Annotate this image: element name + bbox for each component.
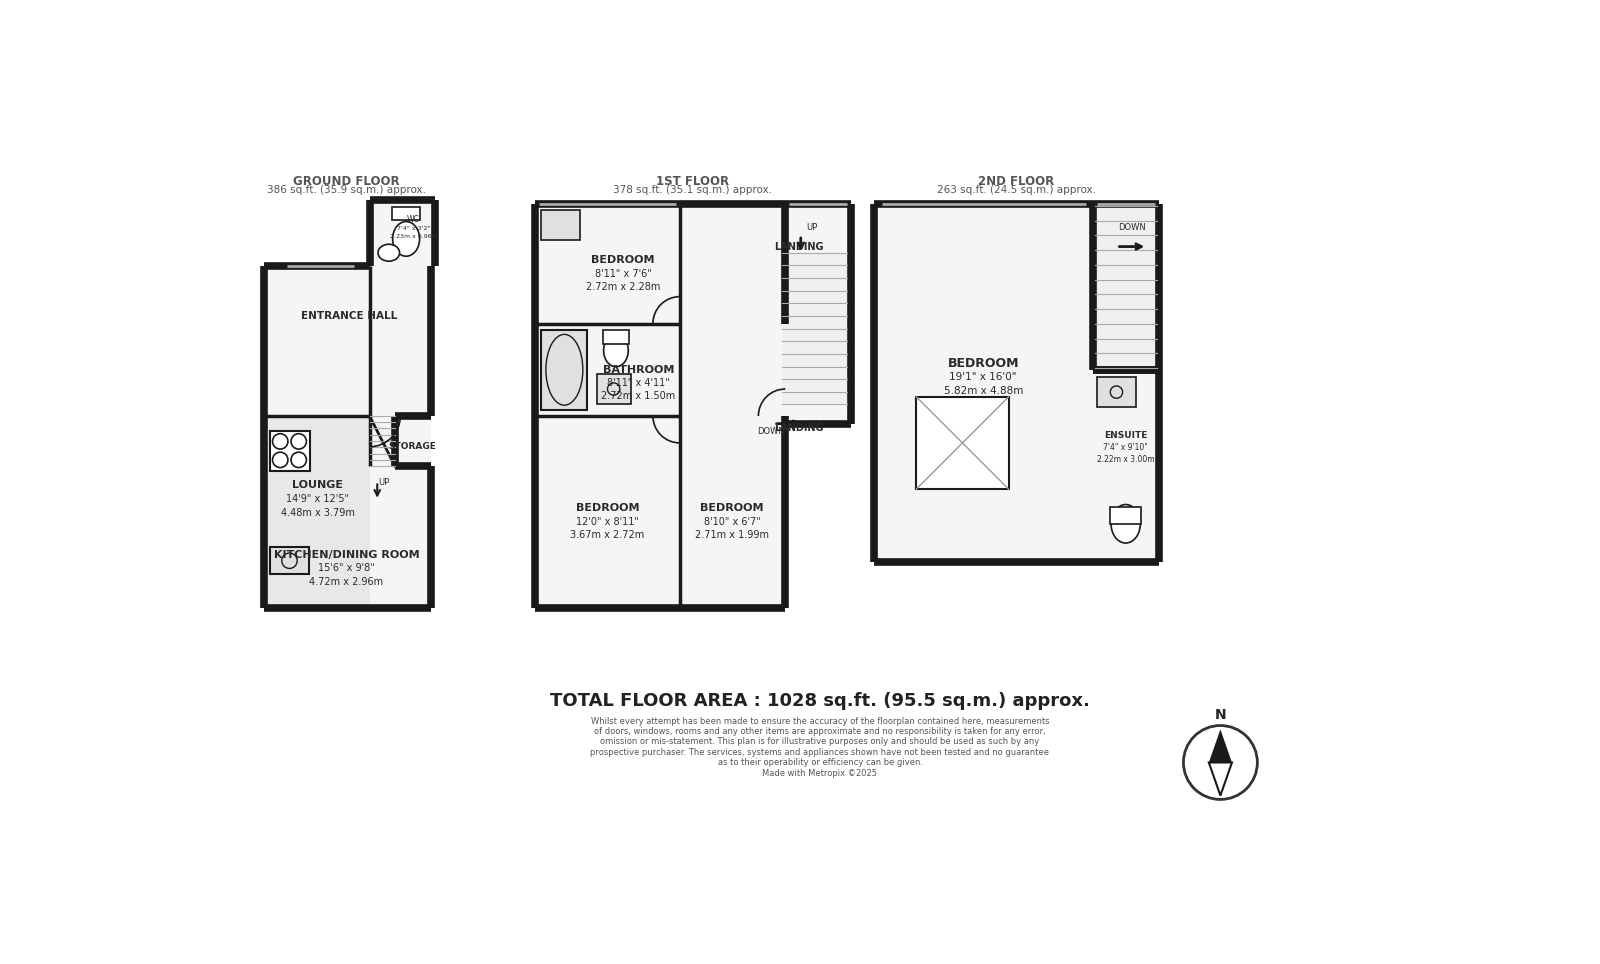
Ellipse shape bbox=[1110, 504, 1141, 543]
Text: DOWN: DOWN bbox=[1118, 223, 1146, 231]
Bar bbox=[1110, 507, 1141, 523]
Bar bbox=[917, 397, 1008, 489]
Bar bbox=[781, 253, 846, 405]
Text: 7'4" x 9'10": 7'4" x 9'10" bbox=[1104, 443, 1149, 452]
Bar bbox=[597, 374, 632, 405]
Polygon shape bbox=[1210, 730, 1232, 763]
Text: 8'11" x 7'6": 8'11" x 7'6" bbox=[595, 269, 651, 279]
Text: 378 sq.ft. (35.1 sq.m.) approx.: 378 sq.ft. (35.1 sq.m.) approx. bbox=[613, 185, 773, 196]
Text: 19'1" x 16'0": 19'1" x 16'0" bbox=[949, 372, 1018, 383]
Bar bbox=[1093, 370, 1158, 562]
Text: LANDING: LANDING bbox=[774, 422, 824, 433]
Text: LANDING: LANDING bbox=[774, 242, 824, 252]
Bar bbox=[1098, 378, 1136, 407]
Text: 5.82m x 4.88m: 5.82m x 4.88m bbox=[944, 387, 1022, 396]
Text: ENTRANCE HALL: ENTRANCE HALL bbox=[301, 310, 397, 321]
Text: 4.48m x 3.79m: 4.48m x 3.79m bbox=[282, 508, 355, 518]
Bar bbox=[264, 266, 430, 608]
Polygon shape bbox=[1210, 763, 1232, 795]
Text: UP: UP bbox=[806, 223, 818, 231]
Text: 2.72m x 2.28m: 2.72m x 2.28m bbox=[586, 281, 661, 292]
Text: GROUND FLOOR: GROUND FLOOR bbox=[293, 174, 400, 188]
Bar bbox=[874, 204, 1093, 562]
Text: 2.23m x 0.96m: 2.23m x 0.96m bbox=[389, 234, 437, 239]
Text: TOTAL FLOOR AREA : 1028 sq.ft. (95.5 sq.m.) approx.: TOTAL FLOOR AREA : 1028 sq.ft. (95.5 sq.… bbox=[550, 692, 1090, 710]
Text: 3.67m x 2.72m: 3.67m x 2.72m bbox=[570, 530, 645, 541]
Bar bbox=[534, 204, 786, 608]
Bar bbox=[786, 204, 851, 424]
Text: 2ND FLOOR: 2ND FLOOR bbox=[978, 174, 1054, 188]
Text: N: N bbox=[1214, 708, 1226, 722]
Text: LOUNGE: LOUNGE bbox=[293, 480, 344, 491]
Bar bbox=[541, 330, 587, 410]
Text: 15'6" x 9'8": 15'6" x 9'8" bbox=[318, 563, 374, 574]
Bar bbox=[917, 397, 1008, 489]
Text: 386 sq.ft. (35.9 sq.m.) approx.: 386 sq.ft. (35.9 sq.m.) approx. bbox=[267, 185, 426, 196]
Text: WC: WC bbox=[406, 215, 419, 224]
Text: 14'9" x 12'5": 14'9" x 12'5" bbox=[286, 495, 349, 504]
Bar bbox=[1093, 204, 1158, 370]
Bar bbox=[370, 201, 435, 266]
Text: 263 sq.ft. (24.5 sq.m.) approx.: 263 sq.ft. (24.5 sq.m.) approx. bbox=[938, 185, 1096, 196]
Bar bbox=[264, 417, 370, 608]
Text: 7'4" x 3'2": 7'4" x 3'2" bbox=[397, 226, 430, 230]
Bar bbox=[603, 330, 629, 343]
Text: 2.72m x 1.50m: 2.72m x 1.50m bbox=[602, 391, 675, 401]
Text: ENSUITE: ENSUITE bbox=[1104, 431, 1147, 440]
Text: BEDROOM: BEDROOM bbox=[576, 503, 640, 514]
Bar bbox=[270, 431, 310, 471]
Text: 1ST FLOOR: 1ST FLOOR bbox=[656, 174, 730, 188]
Bar bbox=[541, 330, 587, 410]
Text: KITCHEN/DINING ROOM: KITCHEN/DINING ROOM bbox=[274, 549, 419, 559]
Bar bbox=[541, 210, 579, 240]
Text: 4.72m x 2.96m: 4.72m x 2.96m bbox=[309, 577, 384, 587]
Text: BEDROOM: BEDROOM bbox=[947, 357, 1019, 370]
Text: 8'10" x 6'7": 8'10" x 6'7" bbox=[704, 518, 760, 527]
Text: UP: UP bbox=[378, 478, 389, 488]
Text: 8'11" x 4'11": 8'11" x 4'11" bbox=[606, 378, 670, 388]
Bar bbox=[392, 206, 419, 221]
Bar bbox=[270, 547, 309, 574]
Text: BATHROOM: BATHROOM bbox=[603, 364, 674, 375]
Text: STORAGE: STORAGE bbox=[387, 442, 435, 451]
Text: BEDROOM: BEDROOM bbox=[701, 503, 763, 514]
Text: 2.22m x 3.00m: 2.22m x 3.00m bbox=[1098, 455, 1155, 464]
Text: DOWN: DOWN bbox=[758, 427, 786, 436]
Ellipse shape bbox=[392, 222, 419, 256]
Text: Whilst every attempt has been made to ensure the accuracy of the floorplan conta: Whilst every attempt has been made to en… bbox=[590, 716, 1050, 778]
Ellipse shape bbox=[378, 244, 400, 261]
Text: 12'0" x 8'11": 12'0" x 8'11" bbox=[576, 518, 638, 527]
Text: BEDROOM: BEDROOM bbox=[590, 254, 654, 265]
Ellipse shape bbox=[603, 335, 629, 366]
Text: 2.71m x 1.99m: 2.71m x 1.99m bbox=[696, 530, 770, 541]
